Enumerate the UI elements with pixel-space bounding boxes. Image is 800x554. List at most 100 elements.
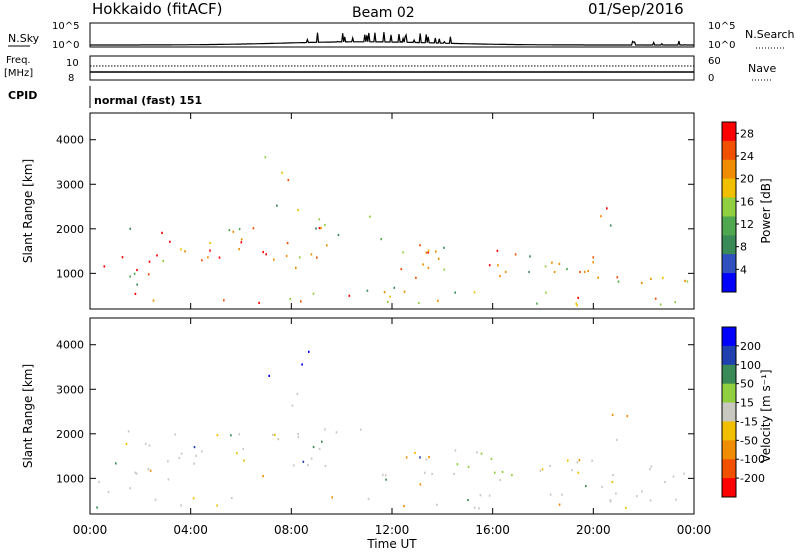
power-colorbar-label: Power [dB] xyxy=(759,178,773,243)
heatmap-cell xyxy=(348,294,351,297)
heatmap-cell xyxy=(497,264,499,267)
colorbar-tick-label: -200 xyxy=(740,472,765,485)
heatmap-cell xyxy=(258,301,260,304)
heatmap-cell xyxy=(230,434,232,437)
heatmap-cell xyxy=(553,270,556,274)
heatmap-cell xyxy=(504,270,507,273)
heatmap-cell xyxy=(649,499,652,502)
y-tick-label: 2000 xyxy=(56,223,84,236)
heatmap-cell xyxy=(174,433,176,436)
heatmap-cell xyxy=(287,179,290,182)
heatmap-cell xyxy=(308,350,310,353)
heatmap-cell xyxy=(136,268,138,272)
colorbar-tick-label: 200 xyxy=(740,340,761,353)
heatmap-cell xyxy=(636,495,638,498)
nave-tick-top: 60 xyxy=(708,56,721,67)
heatmap-cell xyxy=(285,254,288,258)
colorbar-tick-label: 100 xyxy=(740,359,761,372)
heatmap-cell xyxy=(144,442,147,445)
heatmap-cell xyxy=(427,249,430,252)
heatmap-cell xyxy=(286,242,289,245)
heatmap-cell xyxy=(167,460,169,463)
heatmap-cell xyxy=(331,496,333,499)
velocity-heatmap xyxy=(96,350,685,510)
velocity-panel: 1000 2000 3000 4000 00:00 04:00 08:00 12:00 16:… xyxy=(21,317,711,551)
heatmap-cell xyxy=(274,433,276,436)
heatmap-cell xyxy=(403,290,406,293)
heatmap-cell xyxy=(307,464,309,467)
heatmap-cell xyxy=(193,462,195,465)
nsearch-label: N.Search xyxy=(745,28,795,41)
heatmap-cell xyxy=(467,465,470,468)
heatmap-cell xyxy=(127,430,130,433)
heatmap-cell xyxy=(335,431,338,434)
power-panel: 1000 2000 3000 4000 Slant Range [km] xyxy=(21,112,695,310)
heatmap-cell xyxy=(209,241,211,245)
heatmap-cell xyxy=(389,295,391,298)
heatmap-cell xyxy=(231,497,233,500)
heatmap-cell xyxy=(312,292,315,295)
cpid-value: normal (fast) 151 xyxy=(94,94,202,107)
heatmap-cell xyxy=(238,433,241,436)
heatmap-cell xyxy=(579,270,581,274)
heatmap-cell xyxy=(514,253,517,256)
nave-tick-bottom: 0 xyxy=(708,73,714,84)
heatmap-cell xyxy=(476,451,478,454)
colorbar-segment xyxy=(722,327,736,347)
heatmap-cell xyxy=(167,478,170,481)
xaxis-label: Time UT xyxy=(366,537,417,551)
heatmap-cell xyxy=(316,256,318,259)
colorbar-segment xyxy=(722,235,736,255)
heatmap-cell xyxy=(236,452,238,455)
heatmap-cell xyxy=(583,270,586,273)
heatmap-cell xyxy=(148,444,151,447)
heatmap-cell xyxy=(382,473,384,476)
heatmap-cell xyxy=(216,504,218,507)
colorbar-segment xyxy=(722,273,736,293)
heatmap-cell xyxy=(289,298,292,301)
y-tick-label: 4000 xyxy=(56,339,84,352)
power-frame xyxy=(89,112,695,310)
heatmap-cell xyxy=(576,461,579,464)
heatmap-cell xyxy=(437,257,440,260)
heatmap-cell xyxy=(380,238,382,241)
freq-label: Freq. xyxy=(6,55,31,66)
heatmap-cell xyxy=(403,505,405,508)
heatmap-cell xyxy=(369,215,371,218)
heatmap-cell xyxy=(152,299,155,302)
heatmap-cell xyxy=(592,256,595,259)
heatmap-cell xyxy=(592,261,594,264)
heatmap-cell xyxy=(252,227,255,230)
colorbar-segment xyxy=(722,122,736,142)
heatmap-cell xyxy=(551,261,553,264)
heatmap-cell xyxy=(243,459,245,462)
heatmap-cell xyxy=(238,248,240,251)
heatmap-cell xyxy=(264,156,267,159)
heatmap-cell xyxy=(302,460,305,463)
heatmap-cell xyxy=(612,473,614,477)
heatmap-cell xyxy=(384,474,387,477)
heatmap-cell xyxy=(154,498,157,501)
heatmap-cell xyxy=(424,471,426,474)
heatmap-cell xyxy=(238,228,241,231)
heatmap-cell xyxy=(650,277,652,280)
heatmap-cell xyxy=(431,472,433,476)
colorbar-tick-label: -100 xyxy=(740,453,765,466)
heatmap-cell xyxy=(242,447,244,451)
heatmap-cell xyxy=(617,280,620,283)
heatmap-cell xyxy=(611,413,614,416)
noise-panel: N.Sky N.Search 10^5 10^0 10^5 10^0 xyxy=(8,21,795,51)
heatmap-cell xyxy=(606,207,608,210)
heatmap-cell xyxy=(387,300,389,304)
heatmap-cell xyxy=(654,297,657,300)
heatmap-cell xyxy=(383,291,386,294)
heatmap-cell xyxy=(320,226,322,230)
heatmap-cell xyxy=(310,253,313,256)
heatmap-cell xyxy=(443,246,445,249)
noise-right-tick-bottom: 10^0 xyxy=(708,40,735,51)
heatmap-cell xyxy=(402,251,404,254)
x-tick-label: 16:00 xyxy=(475,523,510,537)
heatmap-cell xyxy=(683,472,685,475)
heatmap-cell xyxy=(539,469,542,472)
heatmap-cell xyxy=(103,265,106,268)
